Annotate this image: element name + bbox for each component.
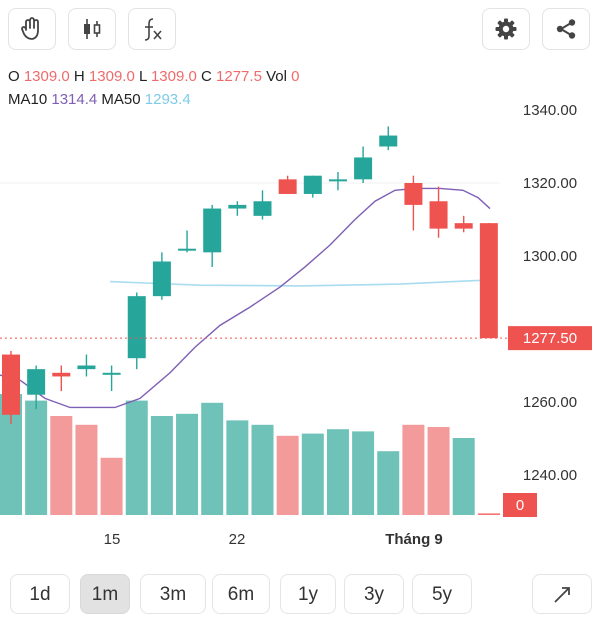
ma10-label: MA10: [8, 91, 48, 108]
volume-bar: [75, 424, 98, 515]
ma10-line: [0, 187, 491, 409]
volume-bar: [427, 427, 450, 515]
chart-type-button[interactable]: [68, 8, 116, 50]
candle-body: [2, 354, 20, 415]
volume-bar: [276, 435, 299, 515]
candle-body: [303, 175, 322, 194]
volume-bar: [377, 451, 400, 515]
ma50-value: 1293.4: [144, 91, 191, 108]
ma10-value: 1314.4: [51, 91, 98, 108]
volume-bar: [352, 431, 375, 515]
range-tab-6m[interactable]: 6m: [212, 574, 270, 614]
y-tick-label: 1240.00: [523, 467, 577, 484]
candle-body: [127, 296, 146, 359]
candle-body: [77, 365, 96, 370]
ohlc-legend: O 1309.0 H 1309.0 L 1309.0 C 1277.5 Vol …: [8, 68, 299, 85]
volume-bar: [176, 413, 199, 515]
volume-bar: [301, 433, 324, 515]
candle-body: [52, 372, 71, 377]
high-label: H: [73, 68, 85, 85]
x-tick-label: Tháng 9: [385, 531, 443, 548]
candle-body: [228, 204, 247, 209]
candle-body: [278, 179, 297, 194]
candlestick-icon: [84, 19, 101, 39]
candle-body: [328, 179, 347, 182]
candle-body: [404, 183, 423, 205]
settings-button[interactable]: [482, 8, 530, 50]
volume-bar: [452, 438, 475, 515]
candle-body: [253, 201, 272, 216]
share-button[interactable]: [542, 8, 590, 50]
high-value: 1309.0: [88, 68, 135, 85]
close-value: 1277.5: [216, 68, 262, 85]
fullscreen-button[interactable]: [532, 574, 592, 614]
range-tab-1y[interactable]: 1y: [280, 574, 336, 614]
gear-icon: [495, 18, 517, 40]
candle-body: [27, 369, 46, 395]
volume-value: 0: [291, 68, 300, 85]
range-tab-1m[interactable]: 1m: [80, 574, 130, 614]
y-tick-label: 1260.00: [523, 394, 577, 411]
volume-label: Vol: [266, 68, 287, 85]
y-tick-label: 1340.00: [523, 102, 577, 119]
volume-bar: [201, 402, 224, 515]
volume-bar: [226, 420, 249, 515]
open-label: O: [8, 68, 20, 85]
time-range-selector: 1d 1m 3m 6m 1y 3y 5y: [0, 570, 600, 614]
low-label: L: [138, 68, 147, 85]
share-icon: [556, 19, 576, 39]
candle-body: [102, 372, 121, 375]
open-value: 1309.0: [23, 68, 70, 85]
volume-bar: [25, 400, 48, 515]
current-volume-label: 0: [516, 497, 524, 514]
y-tick-label: 1300.00: [523, 248, 577, 265]
price-chart[interactable]: 1340.00 1320.00 1300.00 1260.00 1240.00 1277.…: [0, 100, 600, 560]
volume-bar: [0, 394, 22, 515]
indicator-button[interactable]: [128, 8, 176, 50]
candle-body: [429, 201, 448, 229]
close-label: C: [201, 68, 212, 85]
volume-bar: [402, 424, 425, 515]
range-tab-3y[interactable]: 3y: [344, 574, 404, 614]
current-price-tag: [508, 326, 592, 351]
volume-bar: [251, 424, 274, 515]
range-tab-3m[interactable]: 3m: [140, 574, 206, 614]
candle-body: [178, 248, 197, 251]
candle-body: [454, 223, 473, 229]
current-price-label: 1277.50: [523, 330, 577, 347]
expand-icon: [554, 587, 570, 603]
x-tick-label: 15: [104, 531, 121, 548]
x-tick-label: 22: [229, 531, 246, 548]
ma-legend: MA10 1314.4 MA50 1293.4: [8, 91, 191, 108]
candle-body: [203, 208, 222, 253]
range-tab-1d[interactable]: 1d: [10, 574, 70, 614]
candle-body: [152, 261, 171, 297]
hand-draw-icon: [21, 17, 39, 40]
function-icon: [144, 18, 162, 41]
volume-bar: [326, 429, 349, 515]
volume-bar: [150, 416, 173, 515]
y-tick-label: 1320.00: [523, 175, 577, 192]
draw-tool-button[interactable]: [8, 8, 56, 50]
low-value: 1309.0: [150, 68, 197, 85]
candle-body: [379, 135, 398, 147]
ma50-line: [109, 279, 491, 287]
range-tab-5y[interactable]: 5y: [412, 574, 472, 614]
candle-body: [479, 223, 498, 339]
volume-bar: [50, 416, 73, 515]
axis-mask: [503, 319, 593, 322]
current-volume-tag: [503, 493, 537, 517]
volume-bar: [125, 400, 148, 515]
candle-body: [354, 157, 373, 180]
volume-bar: [100, 457, 123, 515]
ma50-label: MA50: [101, 91, 141, 108]
